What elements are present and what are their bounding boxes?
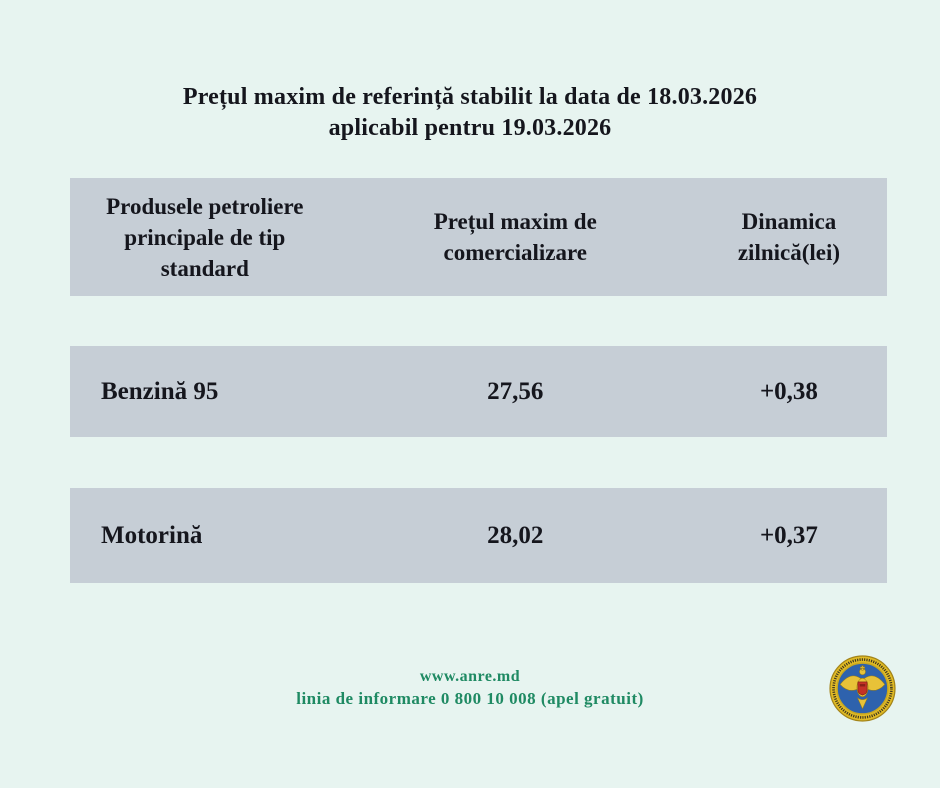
daily-change-value: +0,37	[759, 521, 818, 549]
max-price-value: 28,02	[487, 521, 544, 549]
title-line-2: aplicabil pentru 19.03.2026	[328, 115, 612, 141]
max-price-value: 27,56	[487, 377, 544, 405]
column-header-max-price: Prețul maxim de comercializare	[433, 209, 597, 265]
product-name: Benzină 95	[101, 377, 219, 405]
product-name: Motorină	[101, 521, 203, 549]
table-row: Motorină 28,02 +0,37	[70, 488, 887, 583]
column-header-products: Produsele petroliere principale de tip s…	[106, 193, 304, 281]
website-text: www.anre.md	[419, 668, 521, 685]
table-row: Benzină 95 27,56 +0,38	[70, 346, 887, 437]
info-line-text: linia de informare 0 800 10 008 (apel gr…	[296, 689, 644, 708]
anre-moldova-emblem-logo	[829, 655, 896, 722]
daily-change-value: +0,38	[759, 377, 818, 405]
page-title: Prețul maxim de referință stabilit la da…	[0, 82, 940, 144]
column-header-daily-dynamic: Dinamica zilnică(lei)	[737, 209, 841, 265]
moldova-coat-of-arms-icon	[829, 655, 896, 722]
title-line-1: Prețul maxim de referință stabilit la da…	[182, 84, 758, 110]
footer: www.anre.md linia de informare 0 800 10 …	[0, 666, 940, 710]
table-header-row: Produsele petroliere principale de tip s…	[70, 178, 887, 296]
